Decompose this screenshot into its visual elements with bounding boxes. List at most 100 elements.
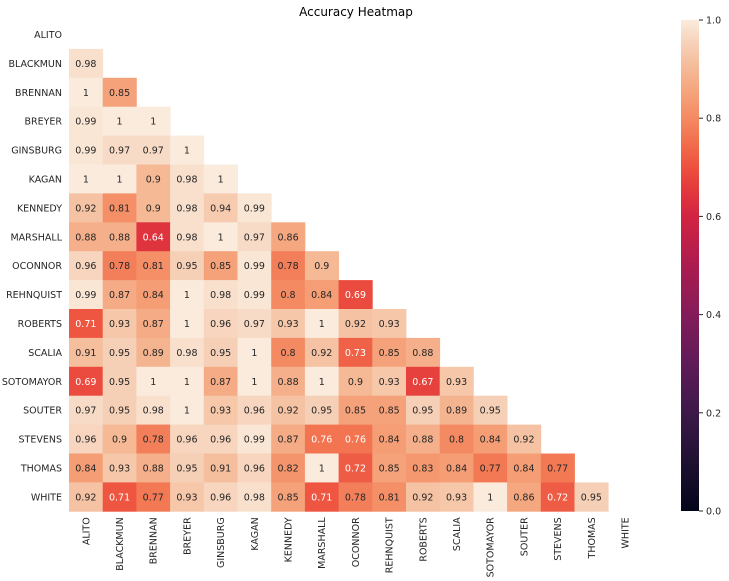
heatmap-cell: [406, 337, 441, 368]
heatmap-cell: [102, 164, 137, 194]
heatmap-cell-label: 0.72: [547, 492, 568, 503]
x-tick-label: ALITO: [81, 517, 92, 545]
heatmap-cell: [170, 193, 205, 223]
heatmap-cell-label: 0.85: [379, 348, 400, 359]
y-tick-label: THOMAS: [20, 463, 62, 474]
heatmap-cell-label: 0.96: [244, 463, 265, 474]
heatmap-cell-label: 0.9: [146, 174, 161, 185]
heatmap-cell: [540, 482, 575, 512]
y-tick-label: SOUTER: [23, 406, 62, 417]
heatmap-cell: [271, 424, 306, 454]
heatmap-cell-label: 0.98: [176, 232, 197, 243]
heatmap-cell: [237, 424, 272, 454]
heatmap-cell: [271, 309, 306, 339]
heatmap-cell-label: 0.87: [143, 319, 164, 330]
heatmap-cell: [136, 164, 171, 194]
heatmap-cell: [69, 106, 104, 136]
y-tick-label: BREYER: [24, 117, 62, 128]
y-tick-label: SOTOMAYOR: [2, 377, 63, 388]
heatmap-cell-label: 0.95: [176, 463, 197, 474]
heatmap-cell: [237, 251, 272, 281]
heatmap-cell: [271, 366, 306, 397]
heatmap-cell-label: 0.89: [446, 406, 467, 417]
heatmap-cell: [304, 395, 339, 425]
heatmap-cell: [304, 280, 339, 310]
heatmap-cell-label: 0.78: [345, 492, 366, 503]
heatmap-cell: [439, 395, 474, 425]
y-tick-label: WHITE: [31, 492, 62, 503]
heatmap-cell-label: 0.99: [75, 146, 96, 157]
colorbar: 0.0 0.2 0.4 0.6 0.8 1.0: [681, 16, 721, 518]
heatmap-cell: [406, 424, 441, 454]
heatmap-cell: [237, 280, 272, 310]
heatmap-cell: [136, 222, 171, 252]
heatmap-cell: [69, 222, 104, 252]
heatmap-cell-label: 1: [184, 377, 190, 388]
heatmap-cell-label: 0.92: [75, 492, 96, 503]
heatmap-cell-label: 0.98: [176, 348, 197, 359]
heatmap-cell: [271, 453, 306, 483]
heatmap-cell: [102, 106, 137, 136]
heatmap-cell: [136, 366, 171, 397]
heatmap-cell-label: 0.84: [446, 463, 467, 474]
heatmap-cell: [170, 395, 205, 425]
heatmap-cell-label: 0.93: [176, 492, 197, 503]
y-tick-labels: ALITO BLACKMUN BRENNAN BREYER GINSBURG KAGAN K…: [2, 30, 63, 503]
heatmap-cell-label: 0.67: [412, 377, 433, 388]
heatmap-cell: [237, 337, 272, 368]
heatmap-cell: [237, 482, 272, 512]
heatmap-cell: [507, 453, 542, 483]
heatmap-cell-label: 0.92: [277, 406, 298, 417]
heatmap-cell: [69, 77, 104, 108]
heatmap-cell-label: 0.99: [244, 261, 265, 272]
heatmap-cell-label: 0.95: [109, 406, 130, 417]
heatmap-cell-label: 1: [117, 117, 123, 128]
heatmap-cell-label: 0.88: [412, 435, 433, 446]
heatmap-cell-label: 0.72: [345, 463, 366, 474]
heatmap-cell-label: 0.9: [146, 203, 161, 214]
heatmap-cell-label: 1: [150, 377, 156, 388]
heatmap-cell: [170, 280, 205, 310]
heatmap-cell: [170, 453, 205, 483]
heatmap-cell: [69, 48, 104, 79]
heatmap-cell-label: 0.99: [75, 117, 96, 128]
heatmap-cell-label: 0.96: [176, 435, 197, 446]
y-tick-label: ALITO: [34, 30, 62, 41]
heatmap-cell-label: 0.97: [75, 406, 96, 417]
x-tick-label: WHITE: [621, 517, 632, 548]
heatmap-cell-label: 0.84: [480, 435, 501, 446]
heatmap-cell: [237, 309, 272, 339]
heatmap-cell: [69, 337, 104, 368]
heatmap-cell: [507, 424, 542, 454]
heatmap-cell-label: 0.88: [75, 232, 96, 243]
heatmap-cell-label: 0.88: [412, 348, 433, 359]
heatmap-cell-label: 0.93: [379, 377, 400, 388]
heatmap-cell-label: 1: [150, 117, 156, 128]
heatmap-cell: [170, 222, 205, 252]
heatmap-cell-label: 1: [83, 88, 89, 99]
heatmap-cell: [304, 424, 339, 454]
colorbar-tick-label: 0.8: [706, 114, 721, 125]
heatmap-cell: [338, 337, 373, 368]
heatmap-cell: [203, 395, 238, 425]
heatmap-cell-label: 0.93: [379, 319, 400, 330]
heatmap-cell-label: 0.95: [109, 348, 130, 359]
heatmap-cell-label: 0.64: [143, 232, 164, 243]
heatmap-cell-label: 1: [218, 232, 224, 243]
heatmap-cell: [69, 251, 104, 281]
heatmap-cell-label: 0.89: [143, 348, 164, 359]
heatmap-cell: [102, 77, 137, 108]
y-tick-label: KAGAN: [29, 174, 62, 185]
heatmap-cell: [102, 251, 137, 281]
colorbar-tick-label: 1.0: [706, 16, 721, 27]
heatmap-cell: [372, 424, 407, 454]
heatmap-cell: [338, 482, 373, 512]
heatmap-cell-label: 1: [487, 492, 493, 503]
heatmap-cell: [439, 453, 474, 483]
heatmap-cell: [574, 482, 609, 512]
heatmap-cell-label: 0.71: [311, 492, 332, 503]
heatmap-cell: [102, 366, 137, 397]
heatmap-cell: [102, 395, 137, 425]
heatmap-cell-label: 0.86: [513, 492, 534, 503]
heatmap-cell-label: 0.85: [277, 492, 298, 503]
